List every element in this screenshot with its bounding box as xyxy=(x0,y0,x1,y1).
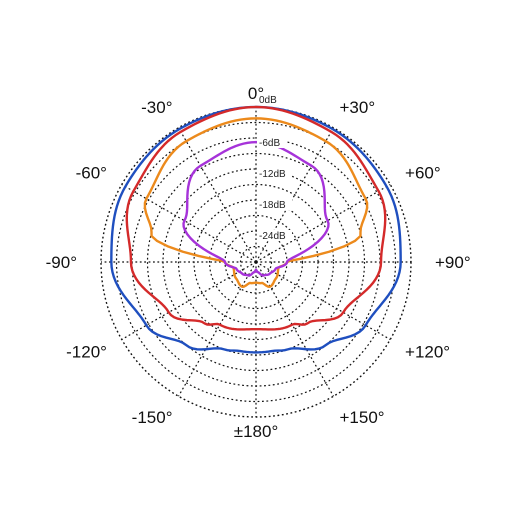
grid-ring xyxy=(146,152,366,372)
ring-label-background xyxy=(257,230,292,241)
ring-label-background xyxy=(257,199,292,210)
grid-ring xyxy=(115,121,397,403)
grid-ring xyxy=(208,214,304,310)
ring-label: -24dB xyxy=(259,231,286,242)
pattern-curves xyxy=(110,105,402,354)
ring-label: -6dB xyxy=(259,138,280,149)
grid-ring xyxy=(239,245,273,279)
angle-label: -90° xyxy=(46,253,77,272)
pattern-series-3 xyxy=(143,117,369,289)
grid-spoke xyxy=(121,183,257,263)
grid-spoke xyxy=(255,183,391,263)
angle-label: -150° xyxy=(132,408,173,427)
angle-label: -60° xyxy=(76,164,107,183)
angle-label: -30° xyxy=(141,98,172,117)
grid-spoke xyxy=(177,261,257,397)
angle-label: -120° xyxy=(66,343,107,362)
grid-spoke xyxy=(255,127,335,263)
ring-label-background xyxy=(257,137,286,148)
grid-spoke xyxy=(255,261,391,341)
ring-label: -12dB xyxy=(259,169,286,180)
grid-ring xyxy=(177,183,335,341)
angle-labels: 0° +30° +60° +90° +120° +150° ±180° -150° -120° -… xyxy=(46,84,471,441)
ring-label: 0dB xyxy=(259,95,277,106)
grid-spoke xyxy=(121,261,257,341)
angle-label: +30° xyxy=(340,98,376,117)
grid-spoke xyxy=(255,261,335,397)
ring-labels: 0dB -6dB -12dB -18dB -24dB xyxy=(257,94,292,242)
grid-spoke xyxy=(177,127,257,263)
pattern-series-2 xyxy=(125,105,387,331)
angle-label: +120° xyxy=(405,343,450,362)
ring-label: -18dB xyxy=(259,200,286,211)
angle-label: +150° xyxy=(340,408,385,427)
angle-label: +60° xyxy=(405,164,441,183)
polar-grid xyxy=(100,106,412,418)
angle-label: ±180° xyxy=(234,422,279,441)
ring-label-background xyxy=(257,168,292,179)
angle-label: +90° xyxy=(435,253,471,272)
angle-label: 0° xyxy=(248,84,264,103)
pattern-series-4 xyxy=(182,140,330,277)
ring-label-background xyxy=(257,94,280,105)
